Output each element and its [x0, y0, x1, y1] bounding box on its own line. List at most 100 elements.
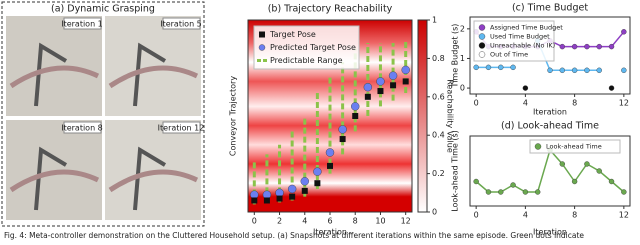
marker: [571, 43, 578, 50]
marker: [377, 88, 384, 95]
y-axis-label: Time Budget (s): [451, 24, 460, 89]
legend-label: Target Pose: [269, 30, 316, 39]
marker: [596, 67, 602, 74]
marker: [596, 43, 602, 50]
chart-title: (b) Trajectory Reachability: [268, 4, 393, 15]
marker: [510, 182, 516, 188]
marker: [388, 71, 398, 80]
y-tick-label: 0: [460, 84, 465, 93]
image-label: Iteration 5: [160, 20, 202, 29]
marker: [352, 113, 359, 119]
x-tick-label: 8: [572, 99, 577, 108]
legend-swatch: [478, 24, 486, 31]
label-box: [162, 121, 201, 134]
marker: [287, 184, 297, 194]
photo: [105, 120, 201, 220]
marker: [621, 29, 627, 35]
caption: Fig. 4: Meta-controller demonstration on…: [4, 231, 584, 240]
legend-swatch: [534, 143, 542, 150]
chart-title: (c) Time Budget: [512, 3, 588, 14]
x-axis-label: Iteration: [533, 108, 567, 117]
marker: [338, 125, 347, 134]
marker: [351, 102, 360, 111]
marker: [608, 43, 615, 50]
marker: [251, 197, 258, 204]
colorbar-tick-label: 0.6: [432, 92, 445, 101]
conveyor: [108, 169, 199, 193]
photo: [6, 16, 102, 116]
colorbar: [417, 19, 428, 213]
marker: [608, 178, 615, 185]
marker: [363, 82, 373, 92]
legend-swatch: [259, 31, 265, 38]
marker: [571, 67, 578, 74]
chart-title: (d) Look-ahead Time: [501, 121, 599, 132]
marker: [300, 177, 309, 186]
legend-box: [473, 20, 555, 62]
marker: [289, 193, 296, 200]
x-tick-label: 0: [474, 99, 479, 108]
marker: [559, 67, 566, 74]
marker: [325, 148, 335, 157]
marker: [402, 78, 409, 85]
legend-label: Predictable Range: [270, 56, 343, 65]
photo: [105, 16, 201, 116]
marker: [621, 189, 627, 195]
x-tick-label: 6: [327, 217, 332, 226]
marker: [390, 82, 397, 89]
x-tick-label: 4: [302, 217, 307, 226]
marker: [276, 195, 283, 202]
x-tick-label: 12: [619, 211, 629, 220]
y-tick-label: 1: [460, 54, 465, 63]
legend-box: [253, 25, 360, 70]
legend-label: Out of Time: [490, 51, 528, 59]
legend-swatch: [258, 44, 266, 51]
marker: [571, 178, 578, 185]
marker: [314, 180, 321, 187]
x-tick-label: 10: [375, 217, 385, 226]
label-box: [162, 17, 201, 30]
marker: [473, 64, 479, 71]
marker: [547, 67, 553, 74]
marker: [584, 161, 590, 167]
marker: [485, 64, 492, 71]
marker: [559, 161, 566, 167]
marker: [584, 43, 590, 50]
colorbar-tick-label: 0.4: [432, 131, 445, 140]
marker: [364, 93, 371, 100]
conveyor: [9, 65, 100, 89]
image-label: Iteration 12: [158, 124, 205, 133]
marker: [559, 43, 566, 50]
marker: [510, 64, 516, 71]
marker: [313, 167, 322, 176]
panel-title: (a) Dynamic Grasping: [51, 4, 155, 15]
colorbar-tick-label: 1: [432, 16, 437, 25]
plot-frame: [469, 16, 631, 95]
legend-label: Assigned Time Budget: [490, 24, 563, 32]
colorbar-tick-label: 0.2: [432, 169, 445, 178]
marker: [498, 64, 504, 71]
label-box: [63, 121, 102, 134]
marker: [534, 189, 541, 195]
legend-label: Used Time Budget: [490, 33, 550, 41]
legend-swatch: [478, 42, 486, 49]
x-tick-label: 4: [523, 99, 528, 108]
robot-arm: [133, 42, 167, 107]
x-tick-label: 0: [474, 211, 479, 220]
robot-arm: [133, 146, 167, 211]
colorbar-label: Reachability Value: [446, 79, 455, 153]
legend-swatch: [478, 33, 486, 40]
marker: [485, 189, 492, 195]
colorbar-tick-label: 0: [432, 208, 437, 217]
marker: [596, 168, 602, 174]
legend-swatch: [478, 51, 486, 58]
marker: [621, 67, 627, 74]
marker: [401, 65, 410, 75]
marker: [327, 162, 333, 169]
robot-arm: [34, 42, 68, 107]
y-tick-label: 2: [460, 24, 465, 33]
marker: [522, 85, 529, 91]
legend-label: Look-ahead Time: [546, 143, 602, 151]
